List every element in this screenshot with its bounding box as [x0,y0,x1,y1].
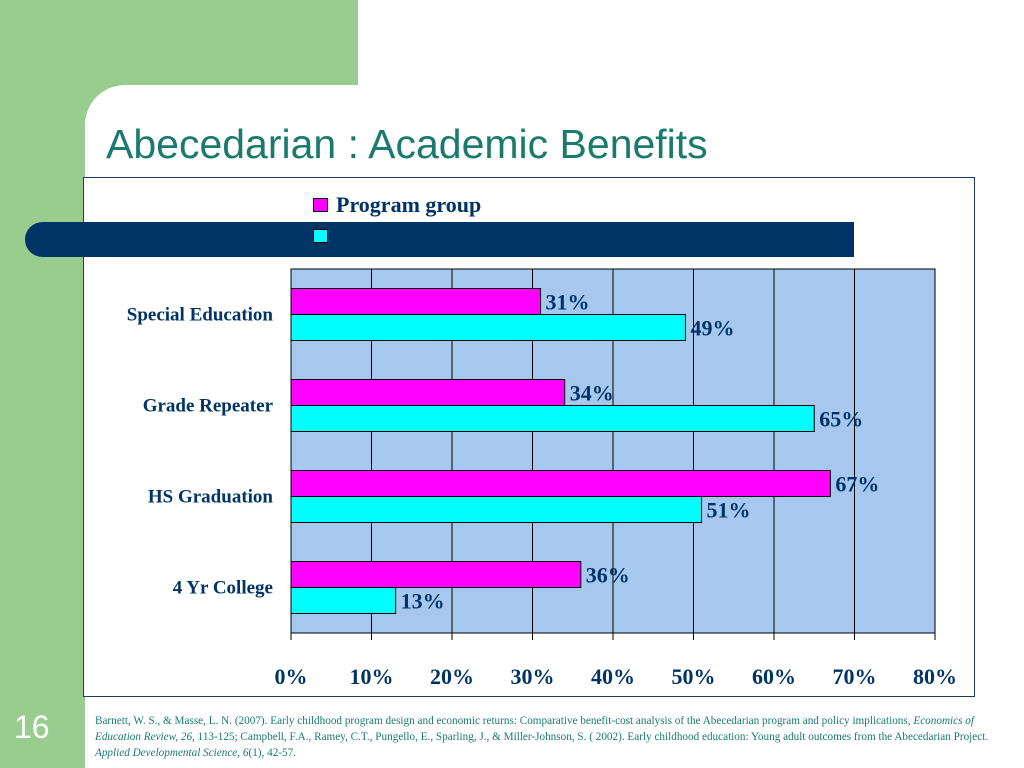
x-tick-label: 0% [275,664,308,689]
data-label-program: 36% [586,563,630,588]
citation-part4: (1), 42-57. [248,747,297,759]
x-tick-label: 60% [752,664,796,689]
legend-label-program: Program group [336,192,482,217]
bar-comparison [290,314,686,341]
bar-program [290,470,831,497]
citation-part2: 113-125; Campbell, F.A., Ramey, C.T., Pu… [194,731,989,743]
data-label-comparison: 13% [401,589,445,614]
x-tick-label: 40% [591,664,635,689]
bar-comparison [290,496,703,523]
citation-volume2: 6 [242,747,249,759]
x-tick-label: 50% [672,664,716,689]
citation: Barnett, W. S., & Masse, L. N. (2007). E… [95,713,1000,761]
data-label-program: 31% [546,290,590,315]
category-label: 4 Yr College [173,578,273,599]
slide-title: Abecedarian : Academic Benefits [106,121,708,167]
slide-corner-decoration [358,0,1024,85]
bar-comparison [290,405,815,432]
data-label-comparison: 49% [690,316,734,341]
x-tick-label: 80% [913,664,957,689]
legend-swatch-comparison [313,229,328,243]
legend-item-program: Program group [313,192,481,218]
legend-item-comparison [313,229,336,243]
citation-part3: , [237,747,243,759]
decorative-navy-bar [25,222,854,257]
data-label-comparison: 51% [707,498,751,523]
citation-journal2: Applied Developmental Science [95,747,238,759]
bar-program [290,379,566,406]
citation-part1: Barnett, W. S., & Masse, L. N. (2007). E… [95,715,914,727]
x-tick-label: 10% [350,664,394,689]
legend-swatch-program [313,198,328,212]
x-tick-label: 20% [430,664,474,689]
category-label: Special Education [127,305,274,326]
citation-journal1: Economics of Education Review, 26, [95,715,974,743]
category-label: HS Graduation [148,487,274,508]
x-tick-label: 30% [511,664,555,689]
page-number: 16 [14,709,50,745]
bar-program [290,561,582,588]
category-label: Grade Repeater [143,396,274,417]
bar-comparison [290,587,397,614]
data-label-program: 67% [835,472,879,497]
bar-program [290,288,542,315]
data-label-program: 34% [570,381,614,406]
x-tick-label: 70% [833,664,877,689]
data-label-comparison: 65% [819,407,863,432]
